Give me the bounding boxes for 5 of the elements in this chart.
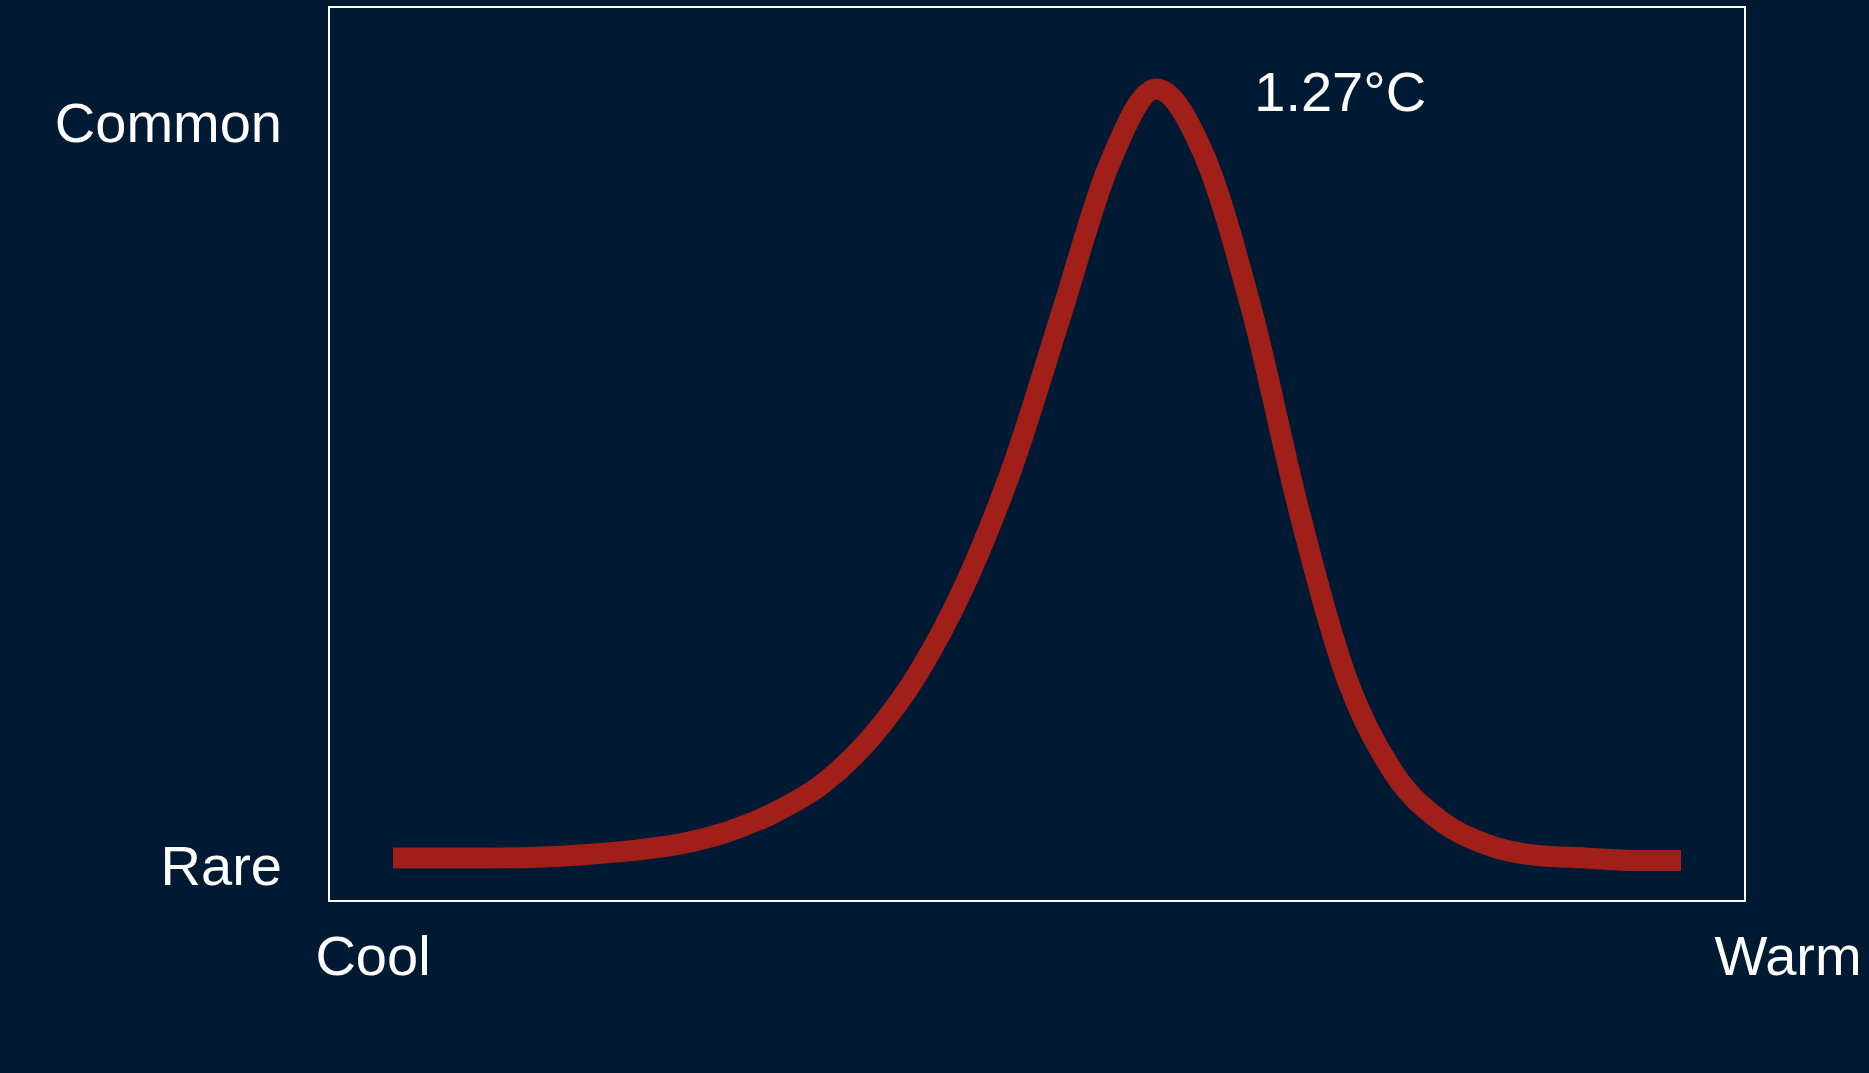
annotation: 1.27°C [1254, 60, 1427, 123]
text: Rare [160, 834, 282, 897]
text: Common [54, 91, 282, 154]
text: Warm [1714, 924, 1862, 987]
text: Cool [315, 924, 431, 987]
